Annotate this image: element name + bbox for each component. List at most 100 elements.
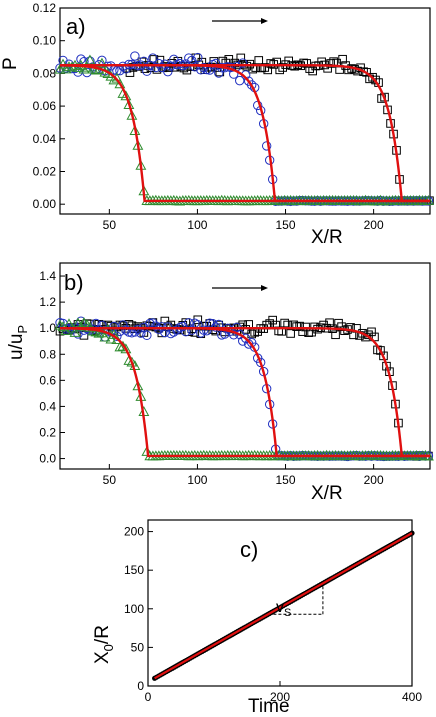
a-triangle-point (57, 58, 69, 69)
b-circle-point (157, 322, 167, 332)
panel-c-y-ticks: 0 50 100 150 200 (124, 525, 153, 693)
b-x-tick-label: 50 (103, 473, 117, 487)
panel-b-frame (59, 262, 431, 470)
b-square-point (268, 315, 277, 325)
b-x-tick-label: 200 (364, 473, 384, 487)
a-circle-point (112, 66, 122, 76)
a-triangle-point (123, 99, 135, 109)
panel-c-x-label: Time (248, 696, 290, 717)
b-triangle-point (99, 331, 111, 342)
b-square-point (376, 346, 385, 355)
b-square-point (286, 329, 295, 338)
panel-a: 0.00 0.02 0.04 0.06 0.08 0.10 0.12 50 100 150 200… (0, 1, 434, 248)
a-square-point (359, 67, 368, 77)
a-fit-curve (60, 64, 430, 203)
b-square-point (247, 329, 256, 339)
a-x-tick-label: 200 (364, 218, 384, 232)
a-triangle-point (54, 63, 66, 74)
b-circle-point (142, 330, 152, 341)
a-y-tick-label: 0.08 (33, 66, 57, 80)
b-triangle-point (114, 341, 126, 352)
b-circle-point (121, 325, 131, 335)
b-square-point (295, 321, 304, 331)
panel-c-y-label-suffix: /R (92, 625, 113, 644)
panel-c-fit (154, 532, 413, 680)
panel-a-fits (59, 64, 430, 203)
a-circle-point (163, 66, 173, 77)
b-square-point (301, 322, 310, 332)
a-circle-point (142, 66, 152, 76)
a-square-point (236, 53, 246, 63)
panel-c-slope-triangle (273, 585, 324, 615)
a-square-point (302, 59, 311, 68)
a-triangle-point (126, 109, 138, 120)
panel-c-y-label: X (92, 651, 113, 664)
panel-b-x-ticks: 50 100 150 200 (103, 464, 384, 487)
c-y-tick-label: 0 (137, 679, 144, 693)
a-y-tick-label: 0.10 (33, 34, 57, 48)
panel-a-x-label: X/R (311, 227, 343, 248)
panel-a-label: a) (66, 14, 86, 39)
a-triangle-point (78, 63, 90, 74)
a-x-tick-label: 150 (276, 218, 296, 232)
panel-c-label: c) (240, 537, 258, 562)
b-circle-point (97, 320, 107, 331)
a-circle-point (181, 59, 191, 69)
panel-c-x-ticks: 0 200 400 (145, 681, 422, 704)
b-y-tick-label: 0.8 (39, 347, 56, 361)
a-triangle-point (120, 90, 132, 101)
b-triangle-point (78, 317, 90, 328)
b-triangle-point (120, 343, 132, 354)
c-x-tick-label: 400 (402, 690, 422, 704)
panel-a-y-label: P (0, 57, 21, 70)
c-y-tick-label: 100 (124, 602, 144, 616)
a-circle-point (73, 67, 83, 77)
a-y-tick-label: 0.12 (33, 1, 57, 15)
a-circle-point (193, 52, 203, 63)
a-circle-point (184, 53, 194, 63)
b-square-point (325, 318, 334, 328)
a-square-point (254, 56, 264, 65)
b-y-tick-label: 0.6 (39, 373, 56, 387)
a-square-point (278, 63, 288, 72)
a-triangle-point (114, 78, 126, 89)
panel-b-direction-arrow (212, 285, 268, 291)
panel-a-frame (59, 7, 431, 215)
a-triangle-point (96, 57, 108, 68)
a-square-point (326, 59, 335, 68)
a-triangle-point (72, 61, 84, 72)
a-circle-point (246, 80, 257, 90)
a-triangle-point (84, 54, 96, 65)
a-x-tick-label: 50 (103, 218, 117, 232)
panel-c-annotation-group: vS (276, 599, 291, 619)
panel-c-y-label-group: X0/R (92, 625, 116, 664)
b-y-tick-label: 1.0 (39, 321, 56, 335)
panel-a-direction-arrow (212, 18, 268, 24)
panel-b-y-label-sub: P (15, 325, 30, 334)
a-circle-point (190, 62, 200, 72)
c-y-tick-label: 50 (131, 640, 145, 654)
panel-c-annotation: v (276, 599, 284, 616)
b-circle-point (151, 321, 161, 331)
panel-b-y-ticks: 0.0 0.2 0.4 0.6 0.8 1.0 1.2 1.4 (39, 269, 65, 466)
a-circle-point (148, 53, 158, 63)
c-y-tick-label: 150 (124, 563, 144, 577)
b-y-tick-label: 1.4 (39, 269, 56, 283)
a-square-point (338, 54, 347, 64)
svg-text:u/uP: u/uP (6, 325, 30, 360)
a-triangle-point (90, 64, 102, 75)
b-square-point (331, 330, 340, 340)
a-square-point (308, 66, 317, 76)
c-fit-line (154, 532, 413, 680)
b-square-point (292, 322, 301, 331)
b-x-tick-label: 100 (187, 473, 207, 487)
a-y-tick-label: 0.00 (33, 197, 57, 211)
c-x-tick-label: 0 (145, 690, 152, 704)
a-triangle-point (129, 125, 141, 135)
panel-c-y-label-sub: 0 (101, 644, 116, 651)
b-circle-point (241, 333, 251, 343)
b-circle-point (163, 322, 173, 332)
a-circle-point (214, 68, 224, 78)
